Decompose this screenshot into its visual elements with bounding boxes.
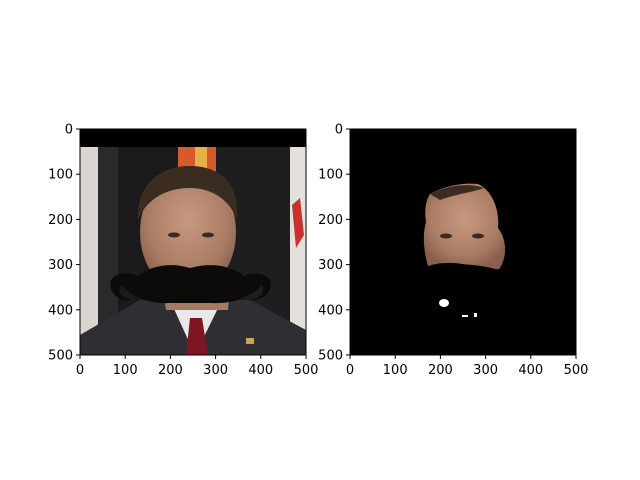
x-tick-label-1-2: 200 [428,363,453,378]
y-tick-label-1-1: 100 [318,168,343,183]
left-image-panel [79,128,307,356]
x-tick-label-0-5: 500 [294,363,319,378]
y-tick-label-1-2: 200 [318,213,343,228]
x-tick-label-1-5: 500 [564,363,589,378]
y-tick-label-0-1: 100 [48,168,73,183]
x-tick-label-1-3: 300 [473,363,498,378]
x-tick-label-0-4: 400 [248,363,273,378]
x-tick-label-0-3: 300 [203,363,228,378]
right-image-panel [349,128,577,356]
y-tick-label-0-2: 200 [48,213,73,228]
x-tick-label-1-1: 100 [383,363,408,378]
y-tick-label-0-0: 0 [65,123,73,138]
left-image [80,129,306,355]
y-tick-label-1-4: 400 [318,303,343,318]
y-tick-label-0-4: 400 [48,303,73,318]
y-tick-label-1-5: 500 [318,349,343,364]
y-tick-label-0-3: 300 [48,258,73,273]
y-tick-label-1-3: 300 [318,258,343,273]
x-tick-label-0-0: 0 [76,363,84,378]
x-tick-label-1-0: 0 [346,363,354,378]
y-tick-label-0-5: 500 [48,349,73,364]
y-tick-label-1-0: 0 [335,123,343,138]
x-tick-label-0-2: 200 [158,363,183,378]
x-tick-label-0-1: 100 [113,363,138,378]
right-image [350,129,576,355]
x-tick-label-1-4: 400 [518,363,543,378]
